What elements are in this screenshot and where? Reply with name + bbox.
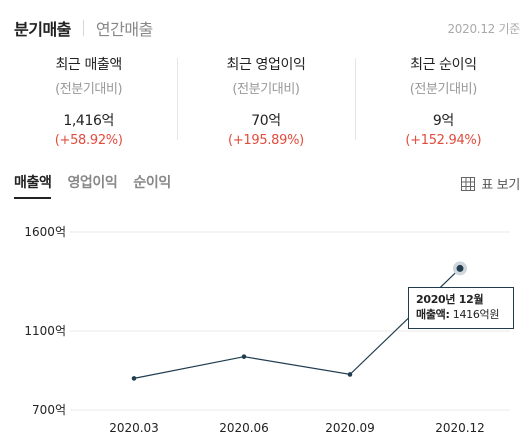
- data-point: [347, 372, 353, 377]
- stat-net-income: 최근 순이익 (전분기대비) 9억 (+152.94%): [354, 50, 532, 148]
- data-point: [241, 354, 247, 359]
- data-point-highlight: [456, 264, 464, 272]
- stat-title: 최근 영업이익: [226, 57, 306, 73]
- period-tabs: 분기매출 연간매출: [14, 16, 153, 40]
- tooltip-value: 1416억원: [452, 308, 500, 321]
- stat-subtitle: (전분기대비): [409, 82, 478, 97]
- chart-tooltip: 2020년 12월 매출액: 1416억원: [408, 287, 514, 329]
- stat-operating-profit: 최근 영업이익 (전분기대비) 70억 (+195.89%): [177, 50, 354, 148]
- table-view-button[interactable]: 표 보기: [461, 174, 520, 193]
- chart-svg: 1600억 1100억 700억 2020.03 2020.06 2020.09 2020.…: [24, 225, 510, 435]
- stat-revenue: 최근 매출액 (전분기대비) 1,416억 (+58.92%): [0, 50, 177, 148]
- tooltip-title: 2020년 12월: [416, 293, 484, 306]
- stat-title: 최근 매출액: [55, 57, 122, 73]
- tab-net-income[interactable]: 순이익: [133, 175, 171, 191]
- x-tick-label: 2020.12: [435, 421, 485, 435]
- x-tick-label: 2020.06: [219, 421, 269, 435]
- summary-stats: 최근 매출액 (전분기대비) 1,416억 (+58.92%) 최근 영업이익 …: [0, 50, 532, 148]
- series-line: [133, 267, 461, 379]
- tab-operating-profit[interactable]: 영업이익: [67, 175, 118, 191]
- tooltip-label: 매출액:: [416, 308, 450, 321]
- stat-value: 1,416억: [63, 113, 114, 129]
- tab-divider: [82, 20, 84, 36]
- y-tick-label: 1600억: [24, 225, 66, 239]
- metric-tabs: 매출액 영업이익 순이익: [14, 172, 187, 199]
- basis-date: 2020.12 기준: [447, 22, 520, 36]
- y-tick-label: 1100억: [24, 324, 66, 338]
- y-tick-label: 700억: [32, 403, 66, 417]
- revenue-chart: 1600억 1100억 700억 2020.03 2020.06 2020.09 2020.…: [0, 200, 532, 442]
- tab-revenue[interactable]: 매출액: [14, 172, 52, 199]
- table-view-label: 표 보기: [481, 178, 520, 193]
- stat-change: (+58.92%): [54, 133, 123, 148]
- x-tick-label: 2020.09: [325, 421, 375, 435]
- data-point: [131, 376, 137, 381]
- stat-value: 70억: [251, 113, 281, 129]
- x-tick-label: 2020.03: [109, 421, 159, 435]
- tab-quarterly-sales[interactable]: 분기매출: [14, 20, 71, 39]
- stat-subtitle: (전분기대비): [232, 82, 300, 97]
- stat-title: 최근 순이익: [410, 57, 477, 73]
- stat-value: 9억: [432, 113, 454, 129]
- tooltip-row: 매출액: 1416억원: [416, 307, 506, 323]
- stat-change: (+195.89%): [228, 133, 304, 148]
- stat-change: (+152.94%): [405, 133, 482, 148]
- table-icon: [461, 176, 476, 191]
- stat-subtitle: (전분기대비): [55, 82, 123, 97]
- tab-annual-sales[interactable]: 연간매출: [95, 20, 153, 39]
